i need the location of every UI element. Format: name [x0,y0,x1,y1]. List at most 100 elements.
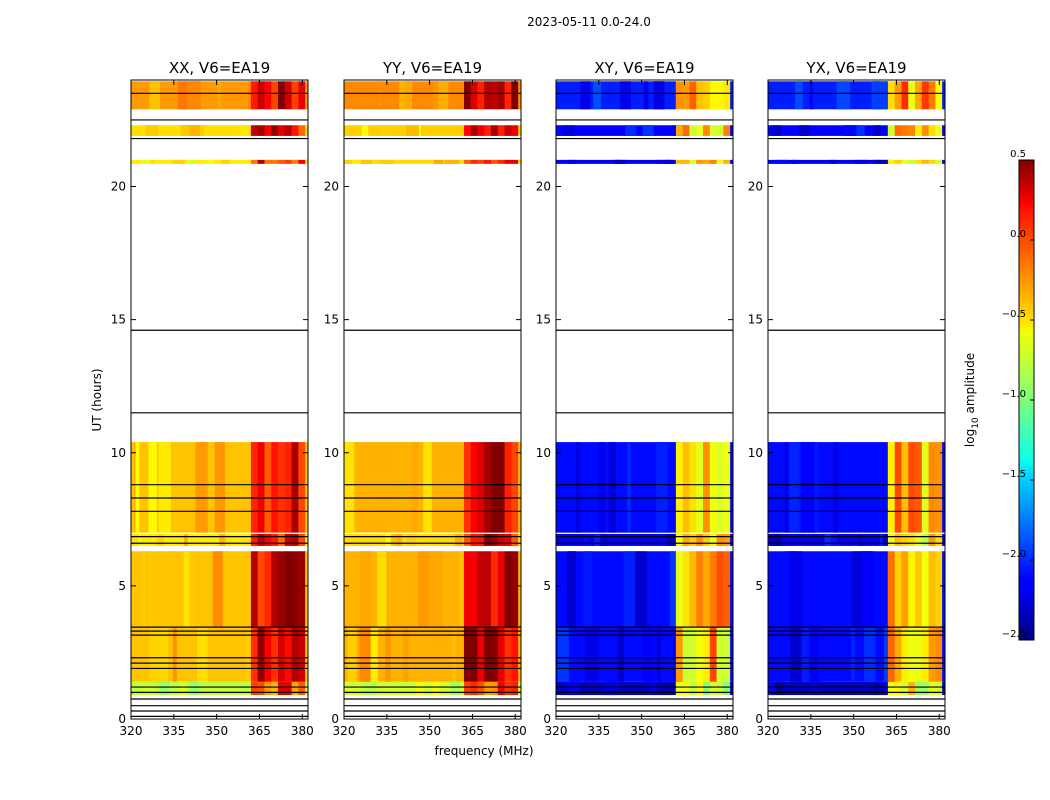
heat-cell [278,681,286,696]
heat-cell [789,551,803,628]
x-axis-label: frequency (MHz) [434,744,533,758]
heat-cell [696,551,704,628]
heat-cell [291,551,299,628]
x-tick-label: 320 [757,724,780,738]
heat-cell [656,627,661,682]
heat-cell [703,533,711,546]
y-tick-label: 20 [111,180,126,194]
heat-cell [497,159,506,164]
heat-cell [935,125,943,136]
heat-cell [511,551,519,628]
heat-cell [682,442,690,533]
heat-cell [250,159,259,164]
panel-heatmap [556,80,733,719]
heat-cell [271,81,279,110]
heat-cell [381,125,394,136]
heat-cell [396,533,401,546]
heat-cell [921,442,930,533]
heat-cell [723,159,731,164]
heat-cell [851,627,856,682]
heat-cell [915,125,923,136]
heat-cell [264,681,272,696]
heat-cell [378,81,381,110]
heat-cell [135,442,140,533]
heat-cell [675,681,684,696]
heat-cell [768,125,888,136]
heat-cell [504,442,512,533]
heat-cell [491,551,499,628]
heat-cell [556,125,676,136]
heat-cell [484,125,492,136]
heat-cell [642,627,653,682]
heat-cell [264,533,272,546]
heat-cell [723,551,731,628]
heat-cell [887,627,896,682]
heat-cell [463,627,472,682]
heat-cell [556,125,561,136]
heat-cell [131,533,139,546]
heat-cell [815,681,822,696]
heat-cell [351,159,362,164]
heat-cell [908,681,916,696]
heat-cell [171,159,185,164]
heat-cell [491,159,499,164]
heat-cell [613,159,618,164]
heat-cell [271,627,279,682]
heat-cell [284,551,293,628]
panel-0: XX, V6=EA19 320 335 350 365 380 0 5 10 15 20 [111,59,314,738]
heat-cell [833,442,839,533]
heat-cell [291,533,299,546]
colorbar-label-sub: 10 [971,417,981,429]
heat-cell [271,159,279,164]
heat-cell [716,159,724,164]
heat-cell [928,627,936,682]
heat-cell [942,442,945,533]
heat-cell [675,159,684,164]
y-tick-label: 20 [748,180,763,194]
heat-cell [942,81,945,110]
heat-cell [709,627,718,682]
heat-cell [250,442,259,533]
heat-cell [470,81,478,110]
heat-cell [682,551,690,628]
heat-cell [935,533,943,546]
panel-frame [130,79,309,720]
heat-cell [682,533,690,546]
heat-cell [284,681,293,696]
heat-cell [257,627,265,682]
heat-cell [257,442,265,533]
heat-cell [257,551,265,628]
heat-cell [864,627,876,682]
heat-cell [429,551,443,628]
heat-cell [884,681,889,696]
heat-cell [942,125,945,136]
heat-cell [709,551,718,628]
heat-cell [873,125,882,136]
heat-cell [484,159,492,164]
heat-cell [771,125,782,136]
heat-cell [567,159,577,164]
heat-cell [908,81,916,110]
heat-cell [908,125,916,136]
heat-cell [504,159,512,164]
heat-cell [407,533,417,546]
heat-cell [689,81,697,110]
heat-cell [894,551,902,628]
heat-cell [511,81,519,110]
heat-cell [843,125,856,136]
heat-cell [915,442,923,533]
heat-cell [477,681,485,696]
heat-cell [795,81,803,110]
heat-cell [284,442,293,533]
heat-cell [518,681,521,696]
heat-cell [915,81,923,110]
heat-cell [158,627,168,682]
heat-cell [800,442,815,533]
heat-cell [620,81,631,110]
x-tick-label: 380 [504,724,527,738]
y-tick-label: 0 [118,712,126,726]
heat-cell [703,159,711,164]
heat-cell [887,551,896,628]
heat-cell [484,533,492,546]
heat-cell [689,551,697,628]
